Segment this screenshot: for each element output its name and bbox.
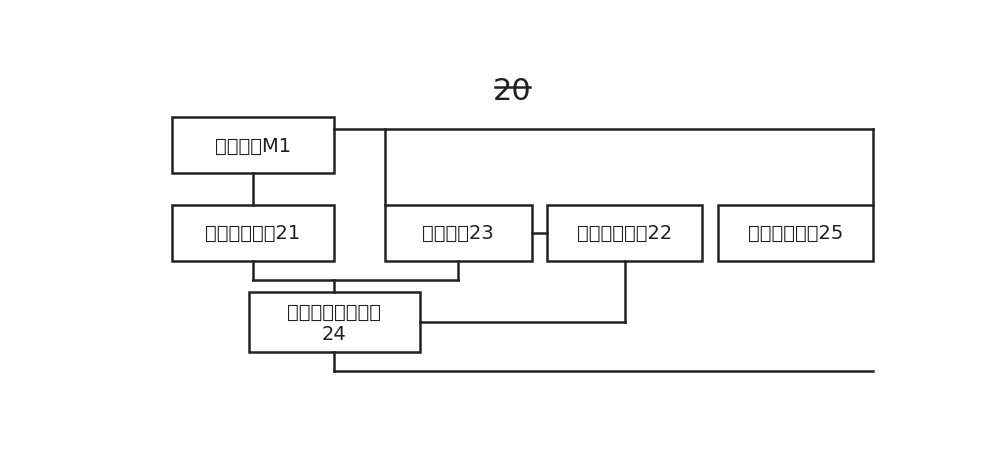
Bar bbox=[718, 206, 873, 261]
Bar bbox=[172, 118, 334, 174]
Text: 自举单元23: 自举单元23 bbox=[422, 224, 494, 243]
Text: 驱动电压控制单元
24: 驱动电压控制单元 24 bbox=[287, 302, 381, 343]
Bar bbox=[385, 206, 532, 261]
Bar bbox=[172, 206, 334, 261]
Bar bbox=[249, 292, 420, 353]
Bar bbox=[547, 206, 702, 261]
Text: 浮动开关M1: 浮动开关M1 bbox=[215, 136, 291, 155]
Text: 基准电压单元21: 基准电压单元21 bbox=[205, 224, 300, 243]
Text: 时序控制单元22: 时序控制单元22 bbox=[577, 224, 672, 243]
Text: 20: 20 bbox=[493, 77, 532, 106]
Text: 信号发生单元25: 信号发生单元25 bbox=[748, 224, 843, 243]
